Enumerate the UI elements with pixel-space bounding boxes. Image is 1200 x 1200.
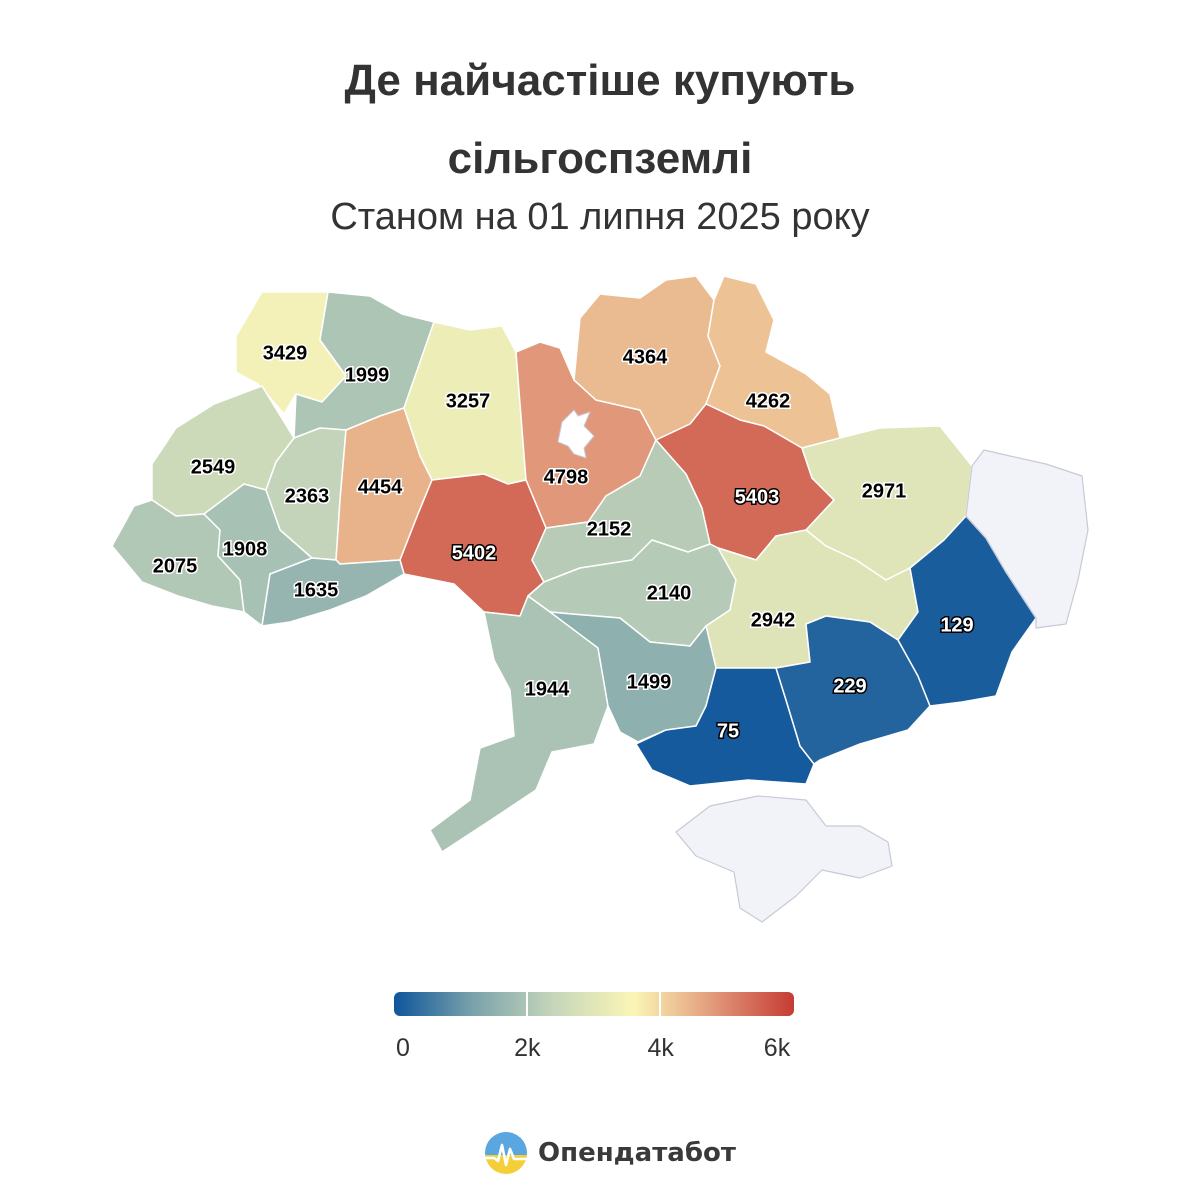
- brand: Опендатабот: [484, 1130, 736, 1176]
- region-value-label: 1635: [294, 579, 339, 601]
- title-line-2: сільгоспземлі: [447, 134, 753, 183]
- map-regions: [111, 275, 1089, 923]
- region-value-label: 4454: [358, 476, 403, 498]
- region-value-label: 2152: [587, 518, 632, 540]
- region-value-label: 2942: [751, 609, 796, 631]
- region-ар-крим[interactable]: [675, 795, 893, 923]
- legend-tick-label: 2k: [514, 1034, 541, 1062]
- region-value-label: 229: [833, 675, 866, 697]
- region-value-label: 4798: [544, 466, 589, 488]
- map-title: Де найчастіше купують сільгоспземлі: [0, 42, 1200, 198]
- map-subtitle: Станом на 01 липня 2025 року: [330, 196, 870, 238]
- region-value-label: 5403: [735, 486, 780, 508]
- legend-color-bar: [394, 992, 794, 1016]
- region-value-label: 3257: [446, 390, 491, 412]
- legend-tick-label: 6k: [763, 1034, 791, 1062]
- region-value-label: 1499: [627, 671, 672, 693]
- region-value-label: 1908: [223, 538, 268, 560]
- region-value-label: 2140: [647, 582, 692, 604]
- region-value-label: 4262: [746, 390, 791, 412]
- region-value-label: 2971: [862, 480, 907, 502]
- region-value-label: 2363: [285, 485, 330, 507]
- opendatabot-logo-icon: [485, 1132, 527, 1174]
- region-value-label: 1999: [345, 364, 390, 386]
- region-value-label: 75: [717, 720, 739, 742]
- title-line-1: Де найчастіше купують: [344, 56, 856, 105]
- region-value-label: 4364: [623, 346, 668, 368]
- map-labels: 3429 1999 3257 4798 4364 4262 2549 2363 4454 5402…: [151, 341, 975, 744]
- region-луганська[interactable]: [965, 449, 1089, 629]
- region-value-label: 5402: [452, 542, 497, 564]
- region-value-label: 129: [940, 614, 973, 636]
- region-value-label: 1944: [525, 678, 570, 700]
- region-value-label: 3429: [263, 342, 308, 364]
- legend-tick-label: 0: [396, 1034, 410, 1062]
- region-value-label: 2075: [153, 555, 198, 577]
- legend-divider: [526, 992, 528, 1016]
- region-value-label: 2549: [191, 456, 236, 478]
- legend-tick-label: 4k: [647, 1034, 674, 1062]
- region-чернівецька[interactable]: [261, 557, 405, 627]
- brand-name: Опендатабот: [538, 1138, 736, 1168]
- legend-divider: [659, 992, 661, 1016]
- kyiv-city: [557, 409, 595, 459]
